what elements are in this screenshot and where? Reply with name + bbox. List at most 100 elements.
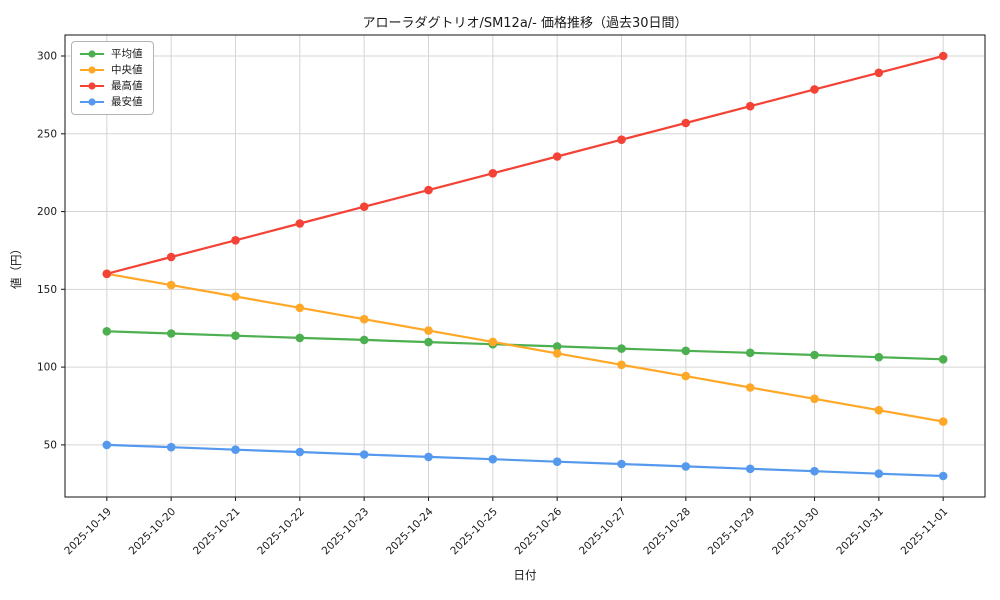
legend-item: 最安値 [79, 96, 143, 108]
series-marker [745, 348, 755, 358]
y-tick-label: 150 [37, 284, 57, 296]
series-marker [102, 327, 112, 336]
series-marker [359, 335, 369, 345]
series-marker [810, 466, 819, 476]
series-marker [681, 371, 691, 381]
series-marker [617, 459, 626, 469]
series-marker [617, 135, 626, 144]
y-tick-label: 100 [37, 362, 57, 374]
x-tick-label: 2025-10-21 [191, 506, 243, 558]
series-marker [552, 152, 562, 161]
x-tick-label: 2025-10-19 [62, 506, 114, 558]
x-tick-label: 2025-10-27 [577, 506, 629, 558]
series-line [106, 330, 944, 361]
series-marker [938, 471, 948, 481]
x-tick-label: 2025-10-31 [834, 506, 886, 558]
series-marker [810, 85, 819, 94]
grid-lines [65, 35, 985, 497]
series-marker [552, 349, 562, 358]
series-marker [488, 337, 498, 347]
legend-line-marker-icon [80, 98, 104, 106]
y-axis-label: 値（円） [9, 243, 23, 289]
series-marker [231, 445, 240, 455]
x-tick-label: 2025-10-24 [384, 505, 436, 557]
legend-dot [88, 98, 96, 106]
legend-item: 最高値 [79, 80, 143, 92]
series-marker [424, 452, 433, 462]
x-tick-label: 2025-10-30 [770, 506, 822, 558]
x-tick-label: 2025-10-23 [320, 506, 372, 558]
chart-title: アローラダグトリオ/SM12a/- 価格推移（過去30日間） [362, 16, 688, 31]
x-tick-label: 2025-10-26 [513, 505, 565, 557]
x-tick-label: 2025-10-29 [706, 506, 758, 558]
series-marker [424, 185, 433, 195]
series-marker [552, 457, 562, 467]
x-tick-label: 2025-10-25 [448, 506, 500, 558]
legend-label: 中央値 [111, 64, 143, 76]
series-marker [424, 326, 433, 335]
y-tick-label: 300 [37, 51, 57, 63]
x-tick-label: 2025-10-28 [641, 506, 693, 558]
legend-line-marker-icon [80, 82, 104, 90]
series-marker [102, 269, 112, 279]
legend-item: 中央値 [79, 64, 143, 76]
series-line [106, 443, 944, 478]
series-marker [166, 329, 176, 338]
series [102, 51, 948, 481]
series-marker [681, 462, 691, 471]
series-marker [359, 314, 369, 324]
series-marker [166, 280, 176, 290]
series-marker [745, 464, 755, 474]
series-marker [617, 344, 626, 353]
series-marker [745, 101, 755, 111]
series-marker [295, 333, 305, 343]
legend-dot [88, 50, 96, 58]
series-marker [295, 447, 305, 457]
x-axis-label: 日付 [513, 568, 537, 582]
y-tick-label: 250 [37, 128, 57, 140]
series-marker [938, 51, 948, 61]
series-marker [810, 394, 819, 404]
x-tick-label: 2025-10-22 [255, 506, 307, 558]
series-line [106, 54, 944, 275]
series-marker [874, 469, 884, 479]
legend-line-marker-icon [80, 50, 104, 58]
series-marker [874, 68, 884, 78]
series-marker [681, 346, 691, 356]
series-marker [295, 303, 305, 313]
legend-dot [88, 66, 96, 74]
series-marker [488, 169, 498, 178]
series-marker [359, 450, 369, 459]
series-marker [166, 442, 176, 452]
series-marker [681, 118, 691, 128]
series-marker [874, 405, 884, 415]
series-marker [424, 337, 433, 347]
legend-label: 最安値 [111, 96, 143, 108]
series-marker [745, 383, 755, 392]
series-marker [810, 350, 819, 360]
series-marker [231, 292, 240, 301]
series-marker [488, 454, 498, 464]
series-marker [102, 440, 112, 450]
plot-border [64, 34, 986, 498]
series-marker [166, 252, 176, 262]
series-marker [874, 352, 884, 362]
legend-label: 平均値 [111, 48, 143, 60]
series-marker [295, 219, 305, 228]
legend-label: 最高値 [111, 80, 143, 92]
series-marker [938, 417, 948, 426]
series-marker [938, 355, 948, 364]
series-marker [552, 342, 562, 351]
y-tick-label: 200 [37, 206, 57, 218]
series-marker [231, 236, 240, 245]
y-tick-label: 50 [44, 439, 57, 451]
series-marker [359, 202, 369, 211]
legend-dot [88, 82, 96, 90]
x-tick-label: 2025-10-20 [127, 506, 179, 558]
series-marker [617, 360, 626, 370]
x-tick-label: 2025-11-01 [899, 506, 951, 558]
legend-line-marker-icon [80, 66, 104, 74]
